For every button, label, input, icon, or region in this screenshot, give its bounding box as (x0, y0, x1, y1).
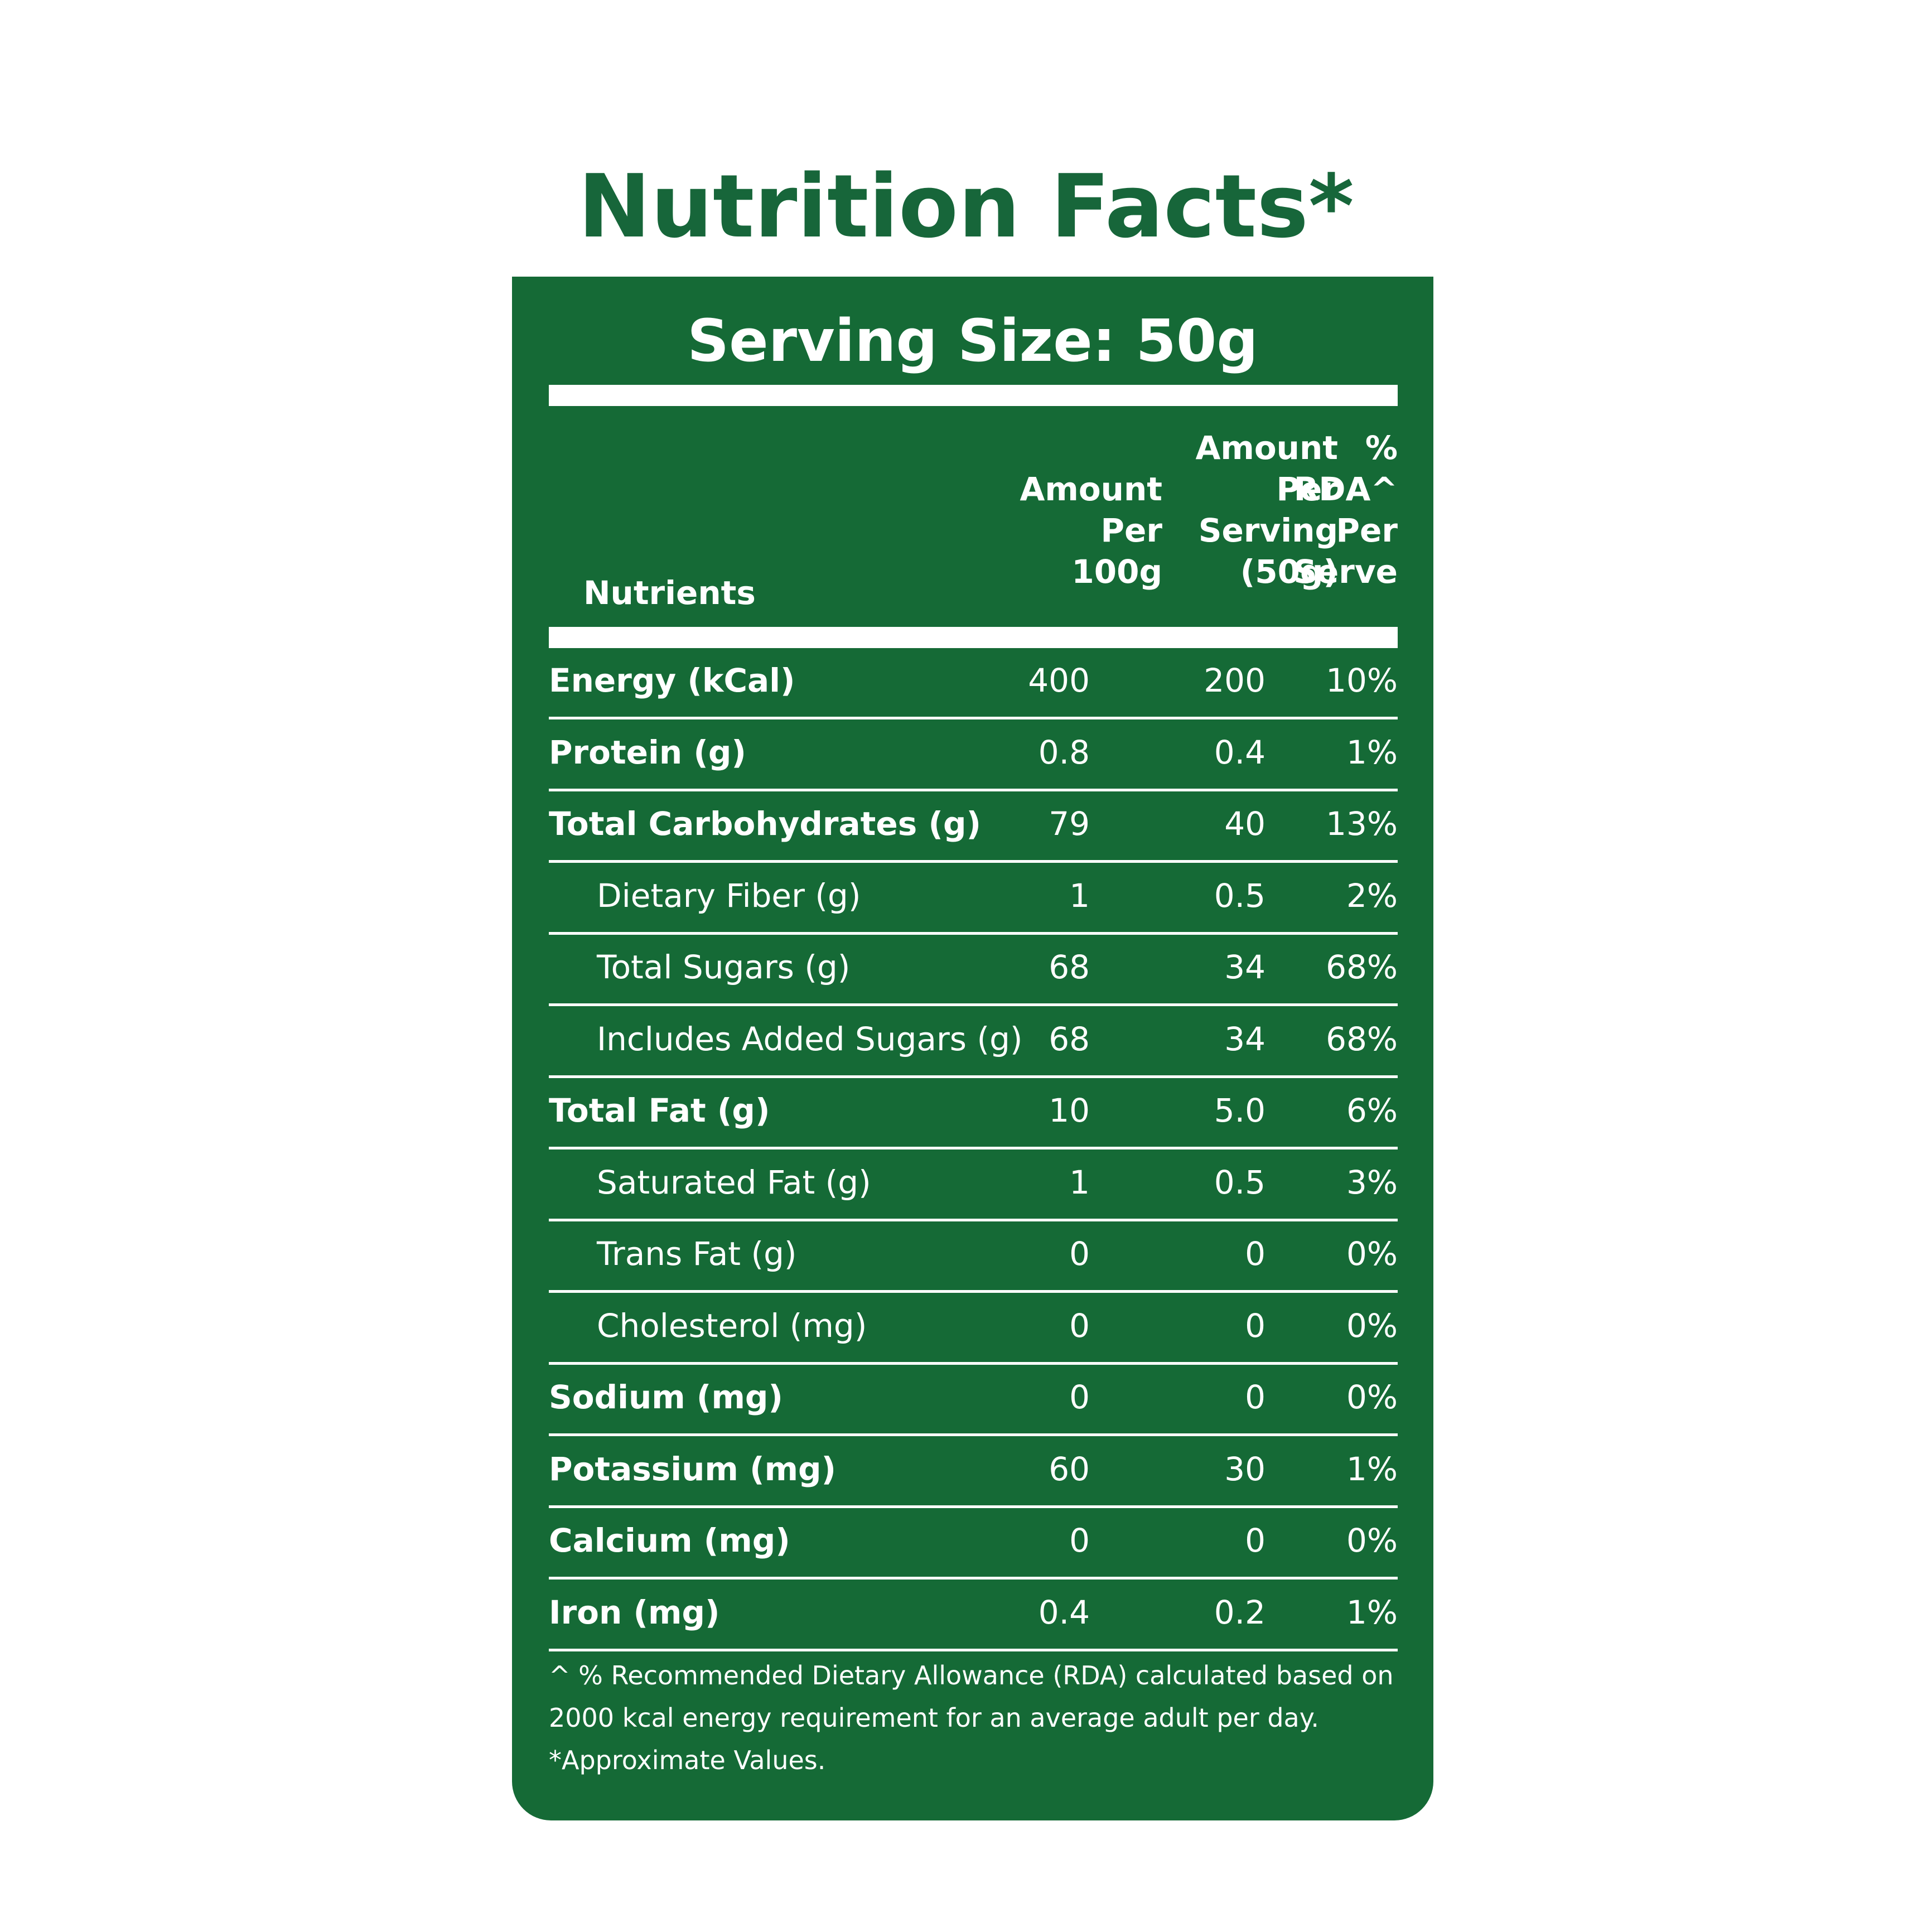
value-per-100g: 10 (1049, 1091, 1090, 1129)
table-row: Total Fat (g) 10 5.0 6% (549, 1078, 1398, 1149)
nutrient-name: Dietary Fiber (g) (597, 876, 861, 915)
nutrient-name: Iron (mg) (549, 1593, 720, 1631)
nutrient-name: Includes Added Sugars (g) (597, 1020, 1023, 1058)
value-per-serving: 0 (1245, 1235, 1266, 1273)
nutrient-name: Calcium (mg) (549, 1522, 790, 1559)
footnote-rda: ^ % Recommended Dietary Allowance (RDA) … (549, 1660, 1394, 1690)
table-row: Protein (g) 0.8 0.4 1% (549, 720, 1398, 791)
value-rda: 1% (1346, 1450, 1398, 1488)
serving-size: Serving Size: 50g (687, 307, 1258, 375)
table-row: Saturated Fat (g) 1 0.5 3% (549, 1150, 1398, 1221)
value-per-serving: 0 (1245, 1522, 1266, 1559)
nutrient-name: Saturated Fat (g) (597, 1163, 871, 1201)
value-rda: 0% (1346, 1235, 1398, 1273)
value-per-serving: 0.2 (1214, 1593, 1266, 1631)
value-per-100g: 1 (1069, 1163, 1090, 1201)
table-row: Total Carbohydrates (g) 79 40 13% (549, 791, 1398, 863)
table-row: Potassium (mg) 60 30 1% (549, 1437, 1398, 1508)
nutrient-name: Potassium (mg) (549, 1450, 837, 1488)
value-per-100g: 79 (1049, 805, 1090, 843)
nutrient-name: Energy (kCal) (549, 661, 795, 699)
value-per-serving: 40 (1224, 805, 1266, 843)
table-row: Total Sugars (g) 68 34 68% (549, 935, 1398, 1006)
footnote-rda-cont: 2000 kcal energy requirement for an aver… (549, 1703, 1320, 1733)
table-row: Energy (kCal) 400 200 10% (549, 648, 1398, 719)
value-per-serving: 0 (1245, 1378, 1266, 1416)
value-per-serving: 34 (1224, 948, 1266, 986)
value-rda: 6% (1346, 1091, 1398, 1129)
value-per-100g: 0.8 (1038, 733, 1090, 771)
header-divider-bar (549, 627, 1398, 648)
top-divider-bar (549, 385, 1398, 406)
value-per-100g: 60 (1049, 1450, 1090, 1488)
value-rda: 68% (1326, 948, 1398, 986)
nutrient-name: Total Sugars (g) (597, 948, 851, 986)
nutrient-name: Total Carbohydrates (g) (549, 805, 981, 843)
value-per-100g: 1 (1069, 876, 1090, 915)
value-per-serving: 0.4 (1214, 733, 1266, 771)
header-per-serving: Amount Per Serving (50g) (1195, 429, 1338, 591)
header-rda: % RDA^ Per Serve (1293, 429, 1398, 591)
header-per-100g: Amount Per 100g (1020, 470, 1162, 591)
value-rda: 2% (1346, 876, 1398, 915)
value-rda: 1% (1346, 1593, 1398, 1631)
value-per-serving: 200 (1204, 661, 1266, 699)
value-rda: 3% (1346, 1163, 1398, 1201)
value-per-100g: 68 (1049, 1020, 1090, 1058)
value-per-100g: 0 (1069, 1306, 1090, 1345)
table-row: Cholesterol (mg) 0 0 0% (549, 1293, 1398, 1365)
nutrition-panel: Serving Size: 50g Nutrients Amount Per 1… (512, 277, 1433, 1820)
value-per-serving: 0.5 (1214, 1163, 1266, 1201)
table-row: Sodium (mg) 0 0 0% (549, 1365, 1398, 1436)
footnotes: ^ % Recommended Dietary Allowance (RDA) … (549, 1654, 1408, 1781)
nutrient-name: Cholesterol (mg) (597, 1306, 867, 1345)
value-per-serving: 0.5 (1214, 876, 1266, 915)
value-rda: 0% (1346, 1306, 1398, 1345)
value-per-serving: 5.0 (1214, 1091, 1266, 1129)
value-per-100g: 0.4 (1038, 1593, 1090, 1631)
table-row: Calcium (mg) 0 0 0% (549, 1508, 1398, 1580)
value-rda: 68% (1326, 1020, 1398, 1058)
nutrient-name: Total Fat (g) (549, 1091, 770, 1129)
value-per-100g: 68 (1049, 948, 1090, 986)
value-rda: 10% (1326, 661, 1398, 699)
value-per-serving: 34 (1224, 1020, 1266, 1058)
table-row: Iron (mg) 0.4 0.2 1% (549, 1580, 1398, 1651)
nutrient-name: Protein (g) (549, 733, 746, 771)
page-title: Nutrition Facts* (578, 156, 1354, 257)
value-per-100g: 0 (1069, 1522, 1090, 1559)
header-nutrients: Nutrients (583, 574, 756, 612)
value-per-serving: 30 (1224, 1450, 1266, 1488)
table-row: Dietary Fiber (g) 1 0.5 2% (549, 863, 1398, 935)
value-rda: 1% (1346, 733, 1398, 771)
value-per-100g: 0 (1069, 1378, 1090, 1416)
table-row: Includes Added Sugars (g) 68 34 68% (549, 1007, 1398, 1078)
value-rda: 13% (1326, 805, 1398, 843)
value-per-100g: 0 (1069, 1235, 1090, 1273)
table-row: Trans Fat (g) 0 0 0% (549, 1221, 1398, 1293)
nutrient-name: Trans Fat (g) (597, 1235, 797, 1273)
value-per-100g: 400 (1028, 661, 1090, 699)
footnote-approx: *Approximate Values. (549, 1745, 826, 1775)
value-rda: 0% (1346, 1378, 1398, 1416)
value-per-serving: 0 (1245, 1306, 1266, 1345)
nutrient-name: Sodium (mg) (549, 1378, 783, 1416)
value-rda: 0% (1346, 1522, 1398, 1559)
